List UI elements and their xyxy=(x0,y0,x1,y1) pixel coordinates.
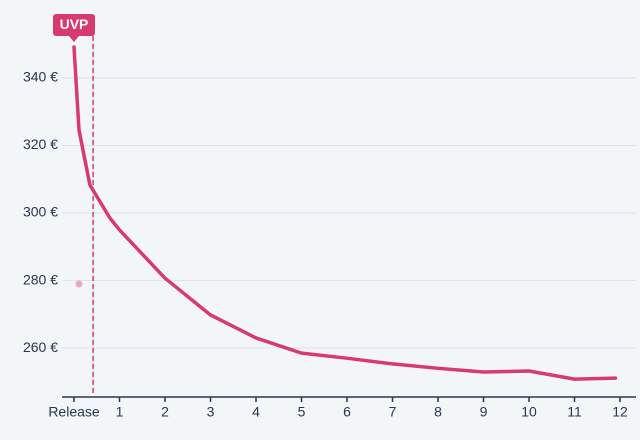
x-tick-label: Release xyxy=(48,404,100,420)
y-tick-label: 300 € xyxy=(23,204,58,220)
marker-point xyxy=(75,280,83,288)
x-tick-label: 5 xyxy=(298,404,306,420)
x-tick-label: 11 xyxy=(567,404,582,420)
y-tick-label: 280 € xyxy=(23,271,58,287)
x-tick-label: 7 xyxy=(389,404,397,420)
x-tick-label: 1 xyxy=(116,404,124,420)
y-tick-label: 340 € xyxy=(23,69,58,85)
y-tick-label: 320 € xyxy=(23,136,58,152)
x-tick-label: 4 xyxy=(252,404,260,420)
price-line xyxy=(72,45,618,381)
uvp-badge xyxy=(53,14,95,36)
x-tick-label: 6 xyxy=(343,404,351,420)
x-tick-label: 8 xyxy=(434,404,442,420)
y-tick-label: 260 € xyxy=(23,339,58,355)
uvp-label: UVP xyxy=(60,16,89,32)
x-tick-label: 9 xyxy=(480,404,488,420)
uvp-pointer xyxy=(69,36,79,42)
x-tick-label: 10 xyxy=(521,404,537,420)
x-tick-label: 3 xyxy=(207,404,215,420)
x-tick-label: 2 xyxy=(161,404,169,420)
x-tick-label: 12 xyxy=(612,404,628,420)
